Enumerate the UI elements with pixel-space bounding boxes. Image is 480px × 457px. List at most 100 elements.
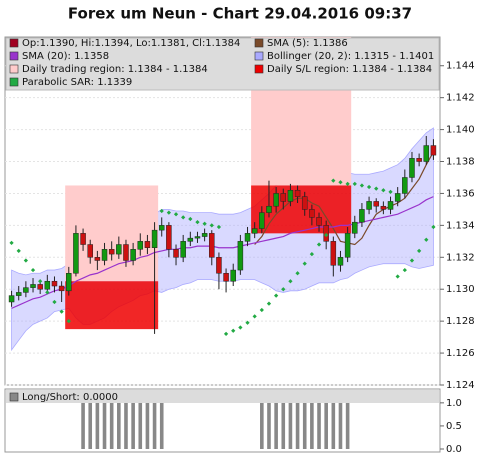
candle-body (37, 284, 43, 290)
candle-body (80, 233, 86, 245)
candle-body (201, 233, 208, 237)
candle-body (294, 189, 301, 197)
candle-body (309, 209, 315, 218)
legend-label: Daily trading region: 1.1384 - 1.1384 (22, 64, 208, 75)
candle-body (301, 196, 308, 210)
sar-dot (388, 189, 393, 194)
candle-body (366, 201, 372, 210)
candle-body (251, 228, 258, 234)
y-tick-label: 0.0 (446, 444, 462, 455)
candle-body (116, 244, 122, 255)
sar-dot (409, 258, 415, 263)
legend-label: Long/Short: 0.0000 (22, 392, 118, 403)
y-tick-label: 1.128 (446, 316, 475, 327)
bar (288, 402, 293, 449)
y-tick-label: 0.5 (446, 421, 462, 432)
candle-body (316, 217, 322, 226)
candle-body (187, 237, 194, 242)
sar-dot (431, 224, 436, 230)
bar (124, 402, 128, 449)
candle-body (66, 273, 72, 292)
y-tick-label: 1.138 (446, 157, 475, 168)
candle-body (430, 145, 437, 156)
candle-body (87, 244, 93, 258)
legend-label: Parabolic SAR: 1.1339 (22, 77, 132, 88)
sar-dot (424, 237, 429, 242)
sar-dot (231, 328, 236, 333)
sar-dot (266, 301, 272, 306)
legend-box (5, 37, 440, 91)
bar (117, 402, 121, 449)
sar-dot (195, 220, 200, 225)
bar (267, 402, 271, 449)
bar (338, 402, 343, 449)
candle-body (394, 193, 401, 202)
sar-dot (159, 208, 164, 214)
bar (302, 402, 307, 449)
sar-dot (395, 274, 400, 279)
region (65, 281, 159, 330)
sar-dot (16, 248, 21, 254)
y-tick-label: 1.144 (446, 61, 475, 72)
candle-body (402, 177, 408, 194)
candle-body (58, 285, 65, 292)
candle-body (352, 221, 358, 234)
candle-body (280, 193, 287, 202)
bar (281, 402, 286, 449)
bar (331, 402, 336, 449)
candle-body (15, 292, 22, 296)
candle-body (423, 145, 430, 162)
sar-dot (295, 271, 300, 276)
y-tick-label: 1.132 (446, 252, 475, 263)
legend-swatch (9, 64, 19, 74)
candle-body (273, 193, 279, 207)
legend-swatch (254, 51, 264, 61)
sar-dot (166, 210, 171, 215)
sar-dot (245, 320, 250, 325)
candle-body (330, 241, 337, 266)
sar-dot (188, 216, 193, 222)
candle-body (94, 257, 101, 261)
sar-dot (309, 251, 314, 257)
y-tick-label: 1.126 (446, 348, 475, 359)
candle-body (23, 287, 29, 293)
candle-body (151, 229, 158, 248)
legend-swatch (9, 392, 19, 402)
bar (260, 402, 264, 449)
y-tick-label: 1.136 (446, 188, 475, 199)
candle-body (130, 249, 136, 261)
candle-body (73, 233, 79, 274)
sar-dot (402, 267, 407, 273)
candle-body (216, 257, 222, 274)
legend-swatch (9, 77, 19, 87)
candle-body (287, 189, 294, 202)
candle-body (416, 158, 422, 162)
candle-body (194, 236, 201, 239)
sar-dot (288, 279, 293, 284)
sar-dot (259, 307, 264, 313)
bar (152, 402, 157, 449)
sar-dot (324, 232, 329, 238)
candle-body (344, 233, 351, 258)
legend-label: Daily S/L region: 1.1384 - 1.1384 (267, 64, 432, 75)
legend-swatch (9, 38, 19, 48)
candle-body (8, 295, 15, 303)
sar-dot (417, 248, 422, 254)
candle-body (266, 205, 272, 213)
candle-body (51, 280, 58, 287)
candle-body (123, 244, 129, 261)
sar-dot (216, 224, 222, 230)
candle-body (158, 225, 165, 231)
sar-dot (316, 242, 322, 247)
sar-dot (374, 186, 379, 191)
sar-dot (274, 293, 279, 298)
candle-body (108, 249, 115, 255)
candle-body (373, 201, 379, 207)
candle-body (30, 284, 36, 288)
bar (295, 402, 300, 449)
candle-body (337, 257, 344, 266)
candle-body (409, 158, 415, 178)
legend-box (6, 390, 439, 403)
sar-dot (223, 331, 229, 337)
